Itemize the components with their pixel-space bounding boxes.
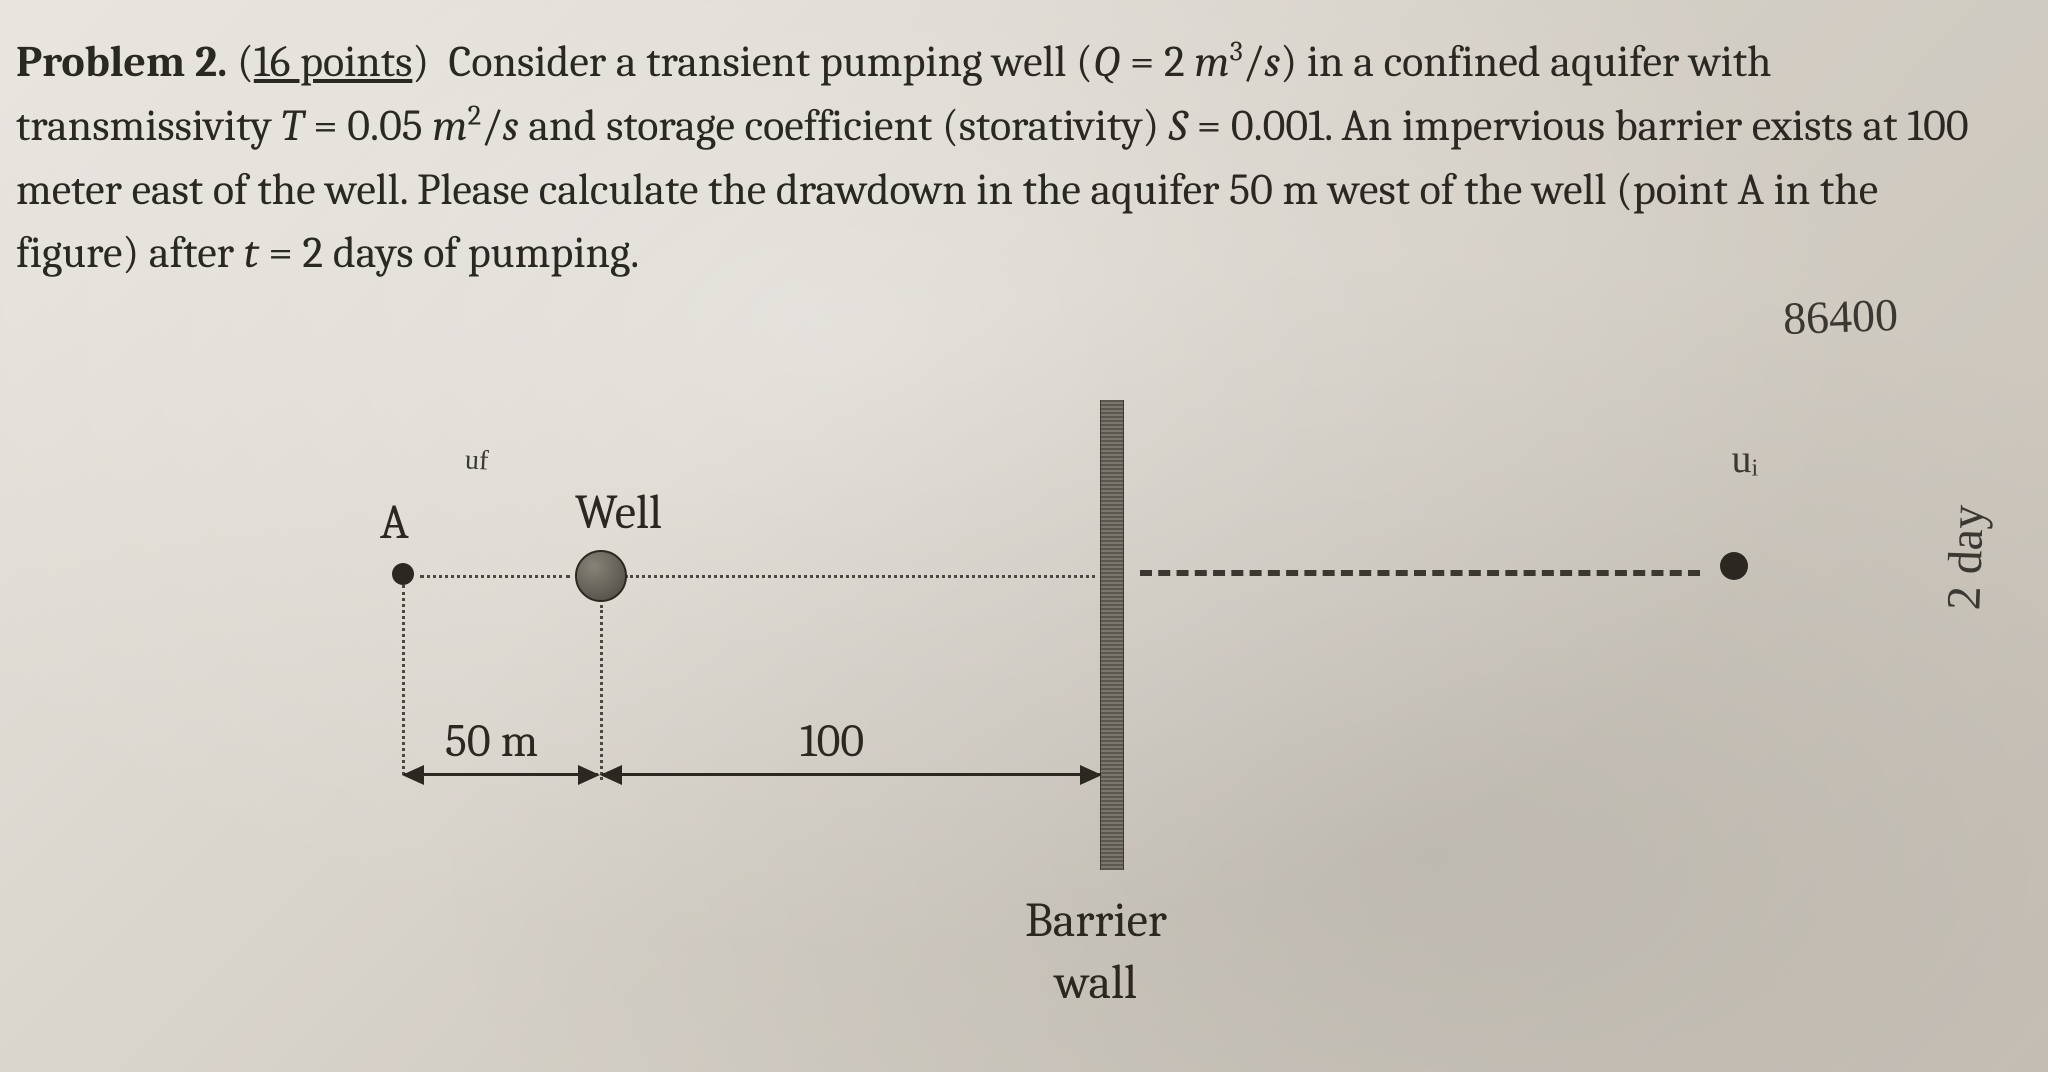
well-marker: [575, 550, 627, 602]
arrow-left-icon: [600, 765, 622, 785]
point-a-marker: [392, 563, 414, 585]
vertical-dotted-well: [600, 605, 603, 780]
arrow-left-icon: [402, 765, 424, 785]
dimension-50m: [404, 773, 598, 776]
vertical-dotted-a: [402, 585, 405, 775]
well-diagram: A Well 50 m 100 Barrier wall: [380, 400, 1780, 1040]
label-100m: 100: [800, 715, 864, 768]
label-a: A: [380, 495, 409, 550]
arrow-right-icon: [1080, 765, 1102, 785]
axis-dotted-mid: [625, 575, 1095, 578]
arrow-right-icon: [578, 765, 600, 785]
label-50m: 50 m: [445, 715, 538, 768]
label-well: Well: [575, 485, 662, 540]
points-text: (16 points): [237, 36, 429, 87]
handwritten-86400: 86400: [1782, 288, 1899, 345]
dimension-100m: [602, 773, 1100, 776]
barrier-wall-graphic: [1100, 400, 1124, 870]
axis-dotted-left: [420, 575, 570, 578]
image-well-marker: [1720, 552, 1748, 580]
barrier-text-2: wall: [1055, 955, 1137, 1010]
problem-label: Problem 2.: [16, 36, 227, 87]
points-underline: 16 points: [254, 36, 413, 87]
problem-statement: Problem 2. (16 points) Consider a transi…: [16, 30, 1998, 285]
axis-dashed-right: [1140, 570, 1700, 576]
label-barrier: Barrier wall: [1025, 890, 1167, 1015]
barrier-text-1: Barrier: [1025, 893, 1167, 948]
handwritten-2day: 2 day: [1936, 504, 1995, 611]
